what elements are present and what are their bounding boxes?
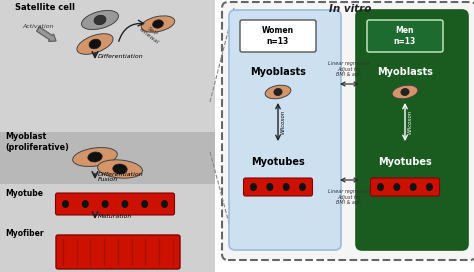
FancyBboxPatch shape (367, 20, 443, 52)
Text: Self
renewal: Self renewal (138, 23, 163, 45)
FancyBboxPatch shape (371, 178, 439, 196)
Text: In vitro: In vitro (329, 4, 371, 14)
Ellipse shape (94, 15, 106, 25)
Text: Myoblasts: Myoblasts (250, 67, 306, 77)
Ellipse shape (141, 200, 148, 208)
Ellipse shape (89, 39, 101, 49)
FancyBboxPatch shape (55, 193, 174, 215)
Text: Myofiber: Myofiber (5, 230, 44, 239)
Ellipse shape (98, 160, 142, 178)
Text: Women
n=13: Women n=13 (262, 26, 294, 46)
Ellipse shape (250, 183, 257, 191)
Ellipse shape (101, 200, 109, 208)
Ellipse shape (426, 183, 433, 191)
Text: Myoblasts: Myoblasts (377, 67, 433, 77)
Ellipse shape (77, 34, 113, 54)
Text: Myotubes: Myotubes (251, 157, 305, 167)
FancyBboxPatch shape (56, 235, 180, 269)
Ellipse shape (121, 200, 128, 208)
Ellipse shape (377, 183, 384, 191)
Ellipse shape (283, 183, 290, 191)
FancyBboxPatch shape (222, 2, 474, 260)
Ellipse shape (153, 20, 164, 28)
FancyBboxPatch shape (244, 178, 312, 196)
Ellipse shape (265, 85, 291, 99)
Text: Men
n=13: Men n=13 (394, 26, 416, 46)
Ellipse shape (410, 183, 417, 191)
Ellipse shape (113, 164, 127, 174)
Text: Wilcoxon: Wilcoxon (408, 110, 413, 134)
Ellipse shape (141, 16, 175, 32)
Ellipse shape (62, 200, 69, 208)
Ellipse shape (82, 10, 118, 30)
Ellipse shape (392, 85, 418, 99)
Bar (0, 132, 215, 184)
FancyBboxPatch shape (229, 10, 341, 250)
Text: Myotube: Myotube (5, 190, 43, 199)
Text: Differentiation
Fusion: Differentiation Fusion (98, 172, 144, 183)
Ellipse shape (88, 152, 102, 162)
FancyBboxPatch shape (240, 20, 316, 52)
Text: Maturation: Maturation (98, 215, 132, 220)
Ellipse shape (274, 88, 282, 95)
Text: Myotubes: Myotubes (378, 157, 432, 167)
Text: Differentiation: Differentiation (98, 54, 144, 58)
Ellipse shape (401, 88, 409, 95)
Text: Satellite cell: Satellite cell (15, 2, 75, 11)
Text: Linear regression
Adjust for
BMI & age: Linear regression Adjust for BMI & age (328, 189, 370, 205)
Bar (0, 184, 215, 272)
Ellipse shape (82, 200, 89, 208)
FancyBboxPatch shape (356, 10, 468, 250)
Ellipse shape (73, 147, 118, 166)
Ellipse shape (266, 183, 273, 191)
Text: Wilcoxon: Wilcoxon (281, 110, 286, 134)
Text: Activation: Activation (22, 23, 54, 29)
Text: Myoblast
(proliferative): Myoblast (proliferative) (5, 132, 69, 152)
Ellipse shape (299, 183, 306, 191)
Text: Linear regression
Adjust for
BMI & age: Linear regression Adjust for BMI & age (328, 61, 370, 77)
FancyArrow shape (36, 27, 56, 41)
Ellipse shape (393, 183, 401, 191)
Bar (0, 0, 215, 132)
Ellipse shape (161, 200, 168, 208)
